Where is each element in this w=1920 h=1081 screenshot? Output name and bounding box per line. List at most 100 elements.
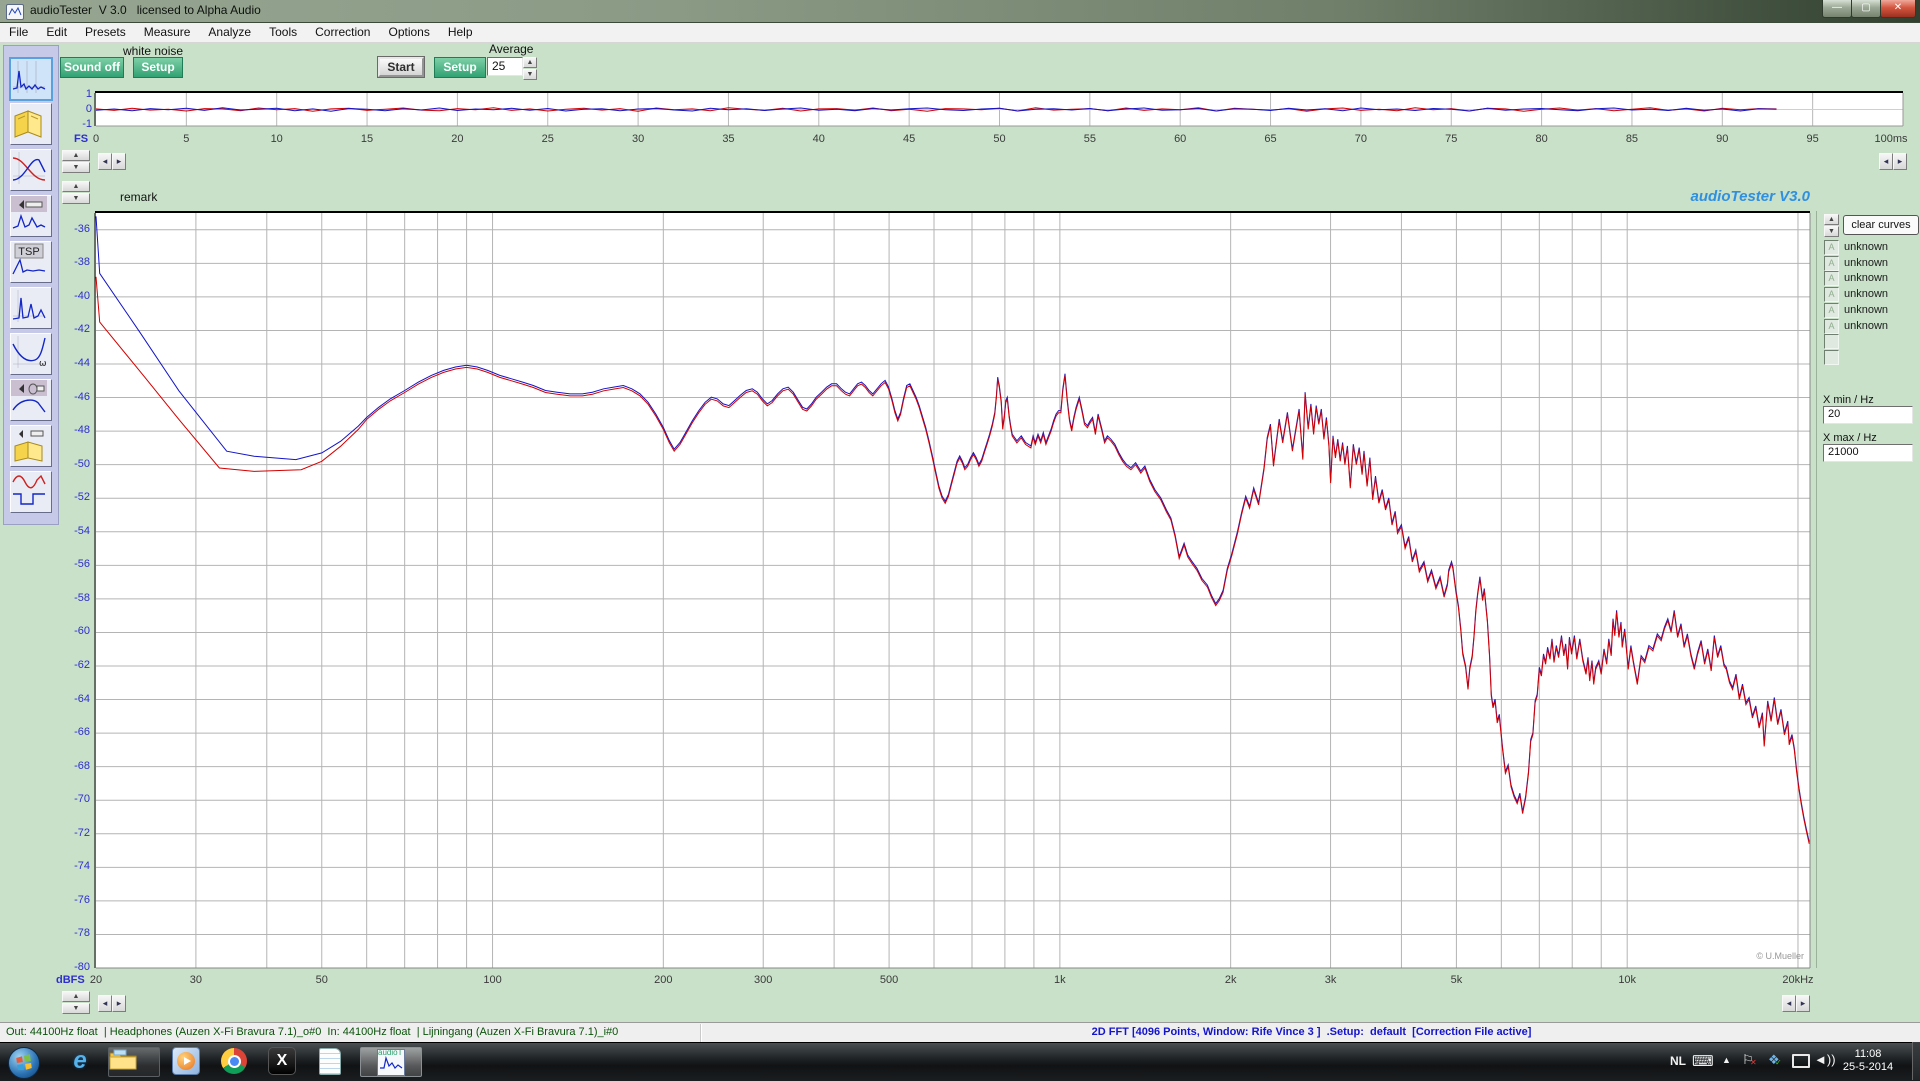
menu-file[interactable]: File (9, 25, 29, 39)
sidebar-tool-yellow-book[interactable] (10, 103, 52, 145)
status-fft-text: 2D FFT [4096 Points, Window: Rife Vince … (1091, 1026, 1532, 1038)
start-button[interactable]: Start (377, 56, 425, 78)
fft-scroll-left-icon[interactable]: ◂ (98, 995, 112, 1012)
scope-scroll-left-icon[interactable]: ◂ (98, 153, 112, 170)
close-button[interactable]: ✕ (1880, 0, 1916, 18)
tray-language-indicator[interactable]: NL (1670, 1054, 1686, 1068)
generator-setup-button[interactable]: Setup (133, 57, 183, 78)
xmin-field[interactable]: 20 (1823, 406, 1913, 424)
average-stepper[interactable]: ▲ ▼ (523, 57, 537, 80)
clock-time: 11:08 (1854, 1048, 1882, 1060)
sidebar-tool-tsp-measurement[interactable]: TSP (10, 241, 52, 283)
curve-slot-box-1[interactable]: A (1824, 240, 1839, 255)
window-title-bar[interactable]: audioTester V 3.0 licensed to Alpha Audi… (0, 0, 1920, 23)
sidebar-tool-fft-analyzer[interactable] (9, 57, 53, 101)
curve-slot-box-5[interactable]: A (1824, 302, 1839, 318)
fft-x-tick-label: 10k (1618, 974, 1637, 986)
scope-scale-up-icon[interactable]: ▲ (62, 150, 90, 161)
sidebar-tool-spectrum-peaks[interactable] (10, 287, 52, 329)
sidebar-tool-impedance-curve[interactable]: ω (10, 333, 52, 375)
tray-network-icon[interactable] (1792, 1054, 1810, 1068)
curve-list-up-icon[interactable]: ▲ (1824, 214, 1839, 225)
tray-clock[interactable]: 11:08 25-5-2014 (1836, 1048, 1900, 1074)
scope-scroll-left2-icon[interactable]: ◂ (1879, 153, 1893, 170)
tray-sync-icon[interactable]: ❖ ✓ (1768, 1052, 1782, 1067)
menu-options[interactable]: Options (388, 25, 430, 39)
sound-off-button[interactable]: Sound off (60, 57, 124, 78)
menu-correction[interactable]: Correction (315, 25, 371, 39)
remark-up-icon[interactable]: ▲ (62, 181, 90, 192)
menu-help[interactable]: Help (447, 25, 473, 39)
taskbar-wmp-icon[interactable] (166, 1047, 206, 1075)
fft-y-tick-label: -68 (74, 759, 90, 772)
status-io-text: Out: 44100Hz float | Headphones (Auzen X… (6, 1026, 619, 1038)
scope-x-tick-label: 80 (1535, 133, 1548, 145)
curve-slot-box-8[interactable] (1824, 349, 1839, 365)
clear-curves-button[interactable]: clear curves (1843, 215, 1919, 235)
menu-presets[interactable]: Presets (85, 25, 126, 39)
taskbar-audiotester-button[interactable]: audioT (360, 1047, 422, 1077)
tray-action-center-icon[interactable]: ⚐ ✕ (1742, 1052, 1757, 1067)
fft-scroll-right2-icon[interactable]: ▸ (1796, 995, 1810, 1012)
fft-x-tick-label: 100 (483, 974, 502, 986)
fft-y-tick-label: -60 (74, 625, 90, 638)
menu-analyze[interactable]: Analyze (208, 25, 252, 39)
taskbar-explorer-icon[interactable] (108, 1047, 160, 1077)
minimize-button[interactable]: — (1822, 0, 1852, 18)
fft-scale-down-icon[interactable]: ▼ (62, 1003, 90, 1014)
taskbar-xfi-icon[interactable]: X (262, 1047, 302, 1075)
curve-list-down-icon[interactable]: ▼ (1824, 226, 1839, 237)
sidebar-tool-speaker-impulse[interactable] (10, 195, 52, 237)
taskbar-chrome-icon[interactable] (214, 1047, 254, 1075)
sidebar-tool-distortion-waveform[interactable] (10, 471, 52, 513)
scope-scroll-right2-icon[interactable]: ▸ (1893, 153, 1907, 170)
menu-edit[interactable]: Edit (46, 25, 68, 39)
sidebar-tool-crossover-curves[interactable] (10, 149, 52, 191)
sidebar-tool-speaker-book[interactable] (10, 425, 52, 467)
scope-x-tick-label: 20 (451, 133, 464, 145)
remark-stepper[interactable]: ▲ ▼ (62, 181, 90, 204)
scope-x-tick-label: 65 (1264, 133, 1277, 145)
right-panel-divider (1816, 211, 1817, 968)
fft-y-tick-label: -78 (74, 927, 90, 940)
sidebar-tool-speaker-response[interactable] (10, 379, 52, 421)
remark-down-icon[interactable]: ▼ (62, 193, 90, 204)
average-down-icon[interactable]: ▼ (523, 69, 537, 80)
curve-slot-box-4[interactable]: A (1824, 287, 1839, 303)
menu-tools[interactable]: Tools (269, 25, 298, 39)
fft-scale-up-icon[interactable]: ▲ (62, 991, 90, 1002)
taskbar-notepad-icon[interactable] (310, 1047, 350, 1075)
curve-slot-box-7[interactable] (1824, 334, 1839, 350)
taskbar-ie-icon[interactable]: e (73, 1047, 87, 1074)
curve-slot-box-2[interactable]: A (1824, 255, 1839, 271)
tray-keyboard-icon[interactable]: ⌨ (1692, 1053, 1714, 1070)
scope-scroll-right-icon[interactable]: ▸ (112, 153, 126, 170)
fft-y-tick-label: -46 (74, 390, 90, 403)
curve-slot-box-6[interactable]: A (1824, 318, 1839, 334)
show-desktop-button[interactable] (1912, 1042, 1920, 1080)
tray-volume-icon[interactable]: ◄)) (1814, 1052, 1836, 1067)
fft-y-tick-label: -64 (74, 692, 90, 705)
fft-x-tick-label: 2k (1224, 974, 1237, 986)
average-value-field[interactable]: 25 (487, 57, 523, 76)
fft-y-axis-unit-label: dBFS (56, 974, 85, 986)
maximize-button[interactable]: ▢ (1851, 0, 1881, 18)
fft-scale-stepper[interactable]: ▲ ▼ (62, 991, 90, 1014)
scope-x-end-label: 100ms (1874, 133, 1908, 145)
scope-x-tick-label: 95 (1806, 133, 1819, 145)
scope-x-tick-label: 85 (1625, 133, 1639, 145)
scope-scale-down-icon[interactable]: ▼ (62, 162, 90, 173)
start-orb-button[interactable] (8, 1047, 40, 1079)
analyzer-setup-button[interactable]: Setup (434, 57, 486, 78)
tray-hidden-icons-icon[interactable]: ▲ (1722, 1055, 1731, 1065)
curve-list-stepper[interactable]: ▲ ▼ (1824, 214, 1839, 237)
fft-scroll-right-icon[interactable]: ▸ (112, 995, 126, 1012)
fft-x-tick-label: 300 (754, 974, 773, 986)
fft-y-tick-label: -72 (74, 826, 90, 839)
xmax-field[interactable]: 21000 (1823, 444, 1913, 462)
scope-scale-stepper[interactable]: ▲ ▼ (62, 150, 90, 173)
fft-scroll-left2-icon[interactable]: ◂ (1782, 995, 1796, 1012)
curve-slot-box-3[interactable]: A (1824, 271, 1839, 287)
average-up-icon[interactable]: ▲ (523, 57, 537, 68)
menu-measure[interactable]: Measure (143, 25, 191, 39)
